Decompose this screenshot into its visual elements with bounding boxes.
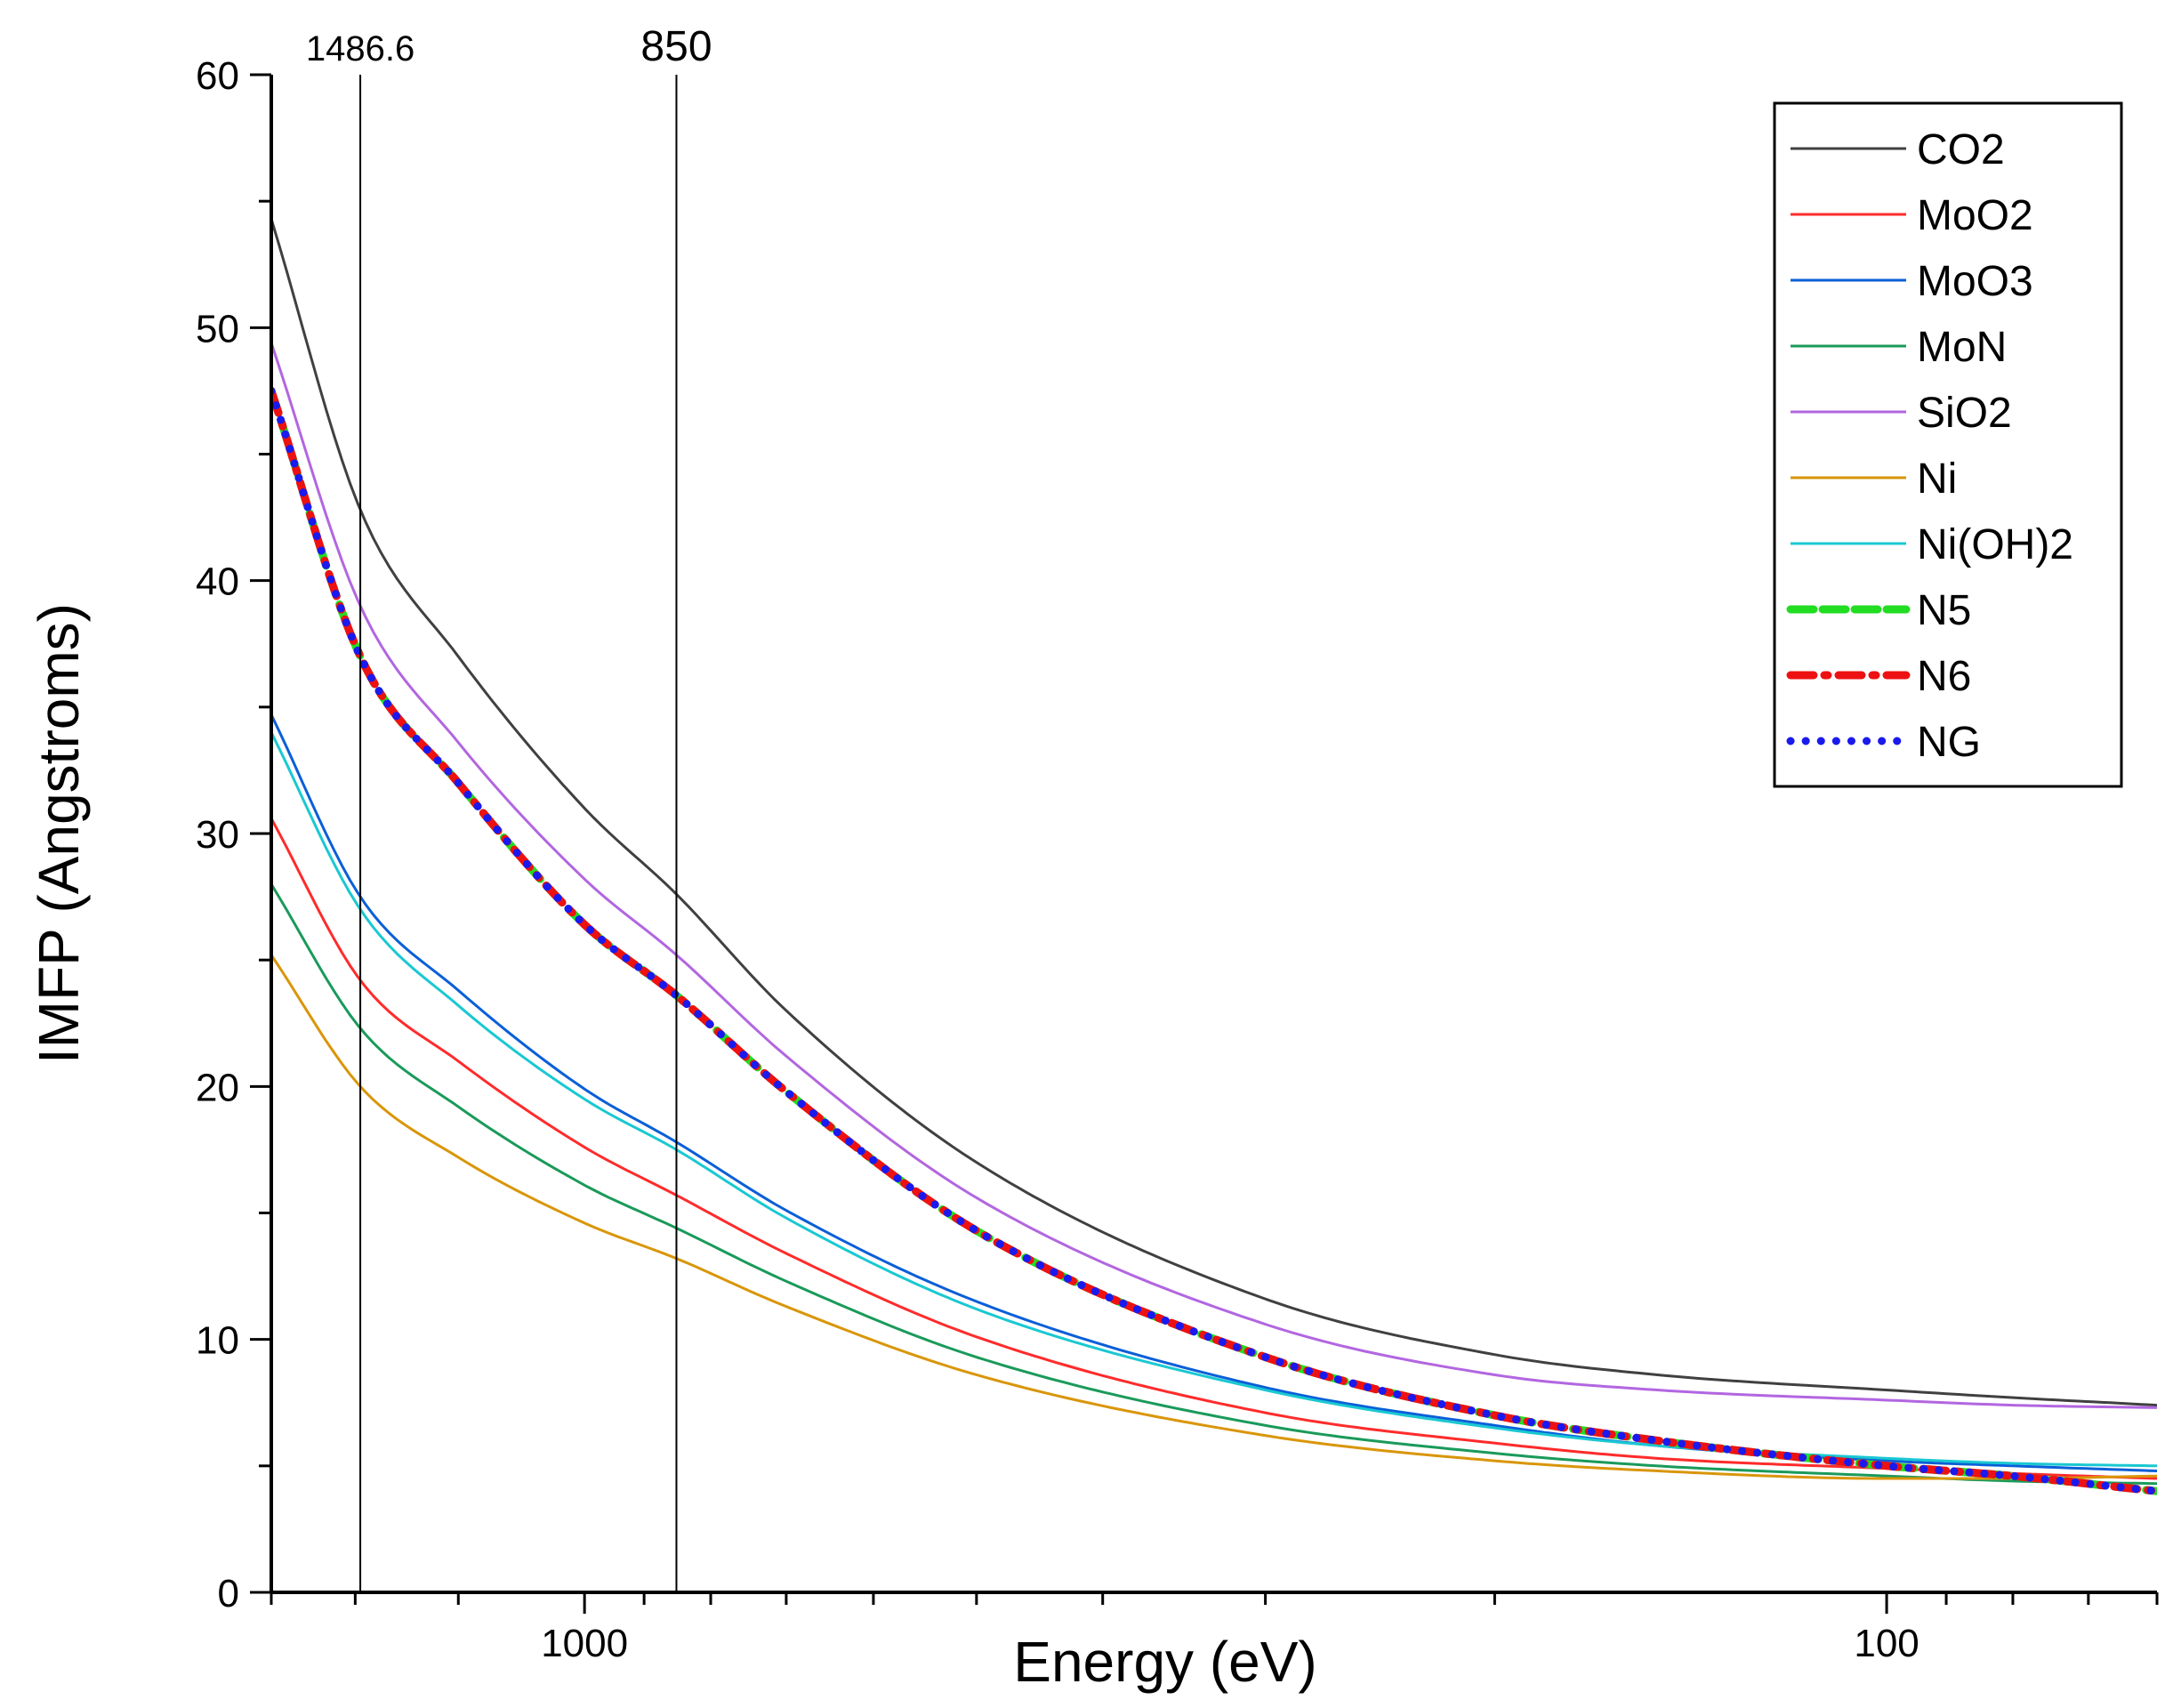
x-axis-title: Energy (eV) xyxy=(1013,1630,1316,1694)
legend-label-ni: Ni xyxy=(1917,455,1957,503)
legend-label-moo3: MoO3 xyxy=(1917,258,2033,305)
y-tick-label-60: 60 xyxy=(196,54,239,98)
legend-label-ni-oh-2: Ni(OH)2 xyxy=(1917,521,2073,568)
reference-lines-layer: 1486.6 850 xyxy=(306,23,712,1592)
reference-line-label-1: 1486.6 xyxy=(306,29,414,68)
reference-line-label-2: 850 xyxy=(640,23,712,70)
series-layer xyxy=(271,218,2157,1495)
series-line-n6 xyxy=(271,386,2157,1495)
legend-label-ng: NG xyxy=(1917,719,1981,766)
series-line-sio2 xyxy=(271,342,2157,1409)
y-tick-label-0: 0 xyxy=(218,1572,239,1615)
series-line-ni xyxy=(271,954,2157,1480)
x-tick-label-1000: 1000 xyxy=(541,1622,628,1665)
series-line-co2 xyxy=(271,218,2157,1407)
y-tick-label-30: 30 xyxy=(196,813,239,857)
y-axis-title: IMFP (Angstroms) xyxy=(27,603,91,1064)
axes-layer: 0 10 20 30 40 50 60 1000 100 Energy (eV) IMFP (Ang… xyxy=(27,54,2159,1694)
legend-label-mon: MoN xyxy=(1917,324,2007,371)
series-line-mon xyxy=(271,883,2157,1486)
legend-label-moo2: MoO2 xyxy=(1917,192,2033,239)
legend-label-co2: CO2 xyxy=(1917,126,2005,173)
series-line-ni-oh-2 xyxy=(271,731,2157,1468)
legend-label-n5: N5 xyxy=(1917,587,1971,634)
y-tick-label-40: 40 xyxy=(196,560,239,604)
y-tick-label-20: 20 xyxy=(196,1066,239,1109)
y-tick-label-10: 10 xyxy=(196,1319,239,1363)
series-line-moo3 xyxy=(271,713,2157,1472)
legend: CO2 MoO2 MoO3 MoN SiO2 Ni Ni(OH)2 N5 N6 NG xyxy=(1773,101,2123,788)
x-tick-label-100: 100 xyxy=(1854,1622,1919,1665)
y-tick-label-50: 50 xyxy=(196,307,239,350)
legend-box xyxy=(1773,101,2123,788)
legend-label-n6: N6 xyxy=(1917,653,1971,700)
legend-label-sio2: SiO2 xyxy=(1917,390,2012,437)
series-line-moo2 xyxy=(271,818,2157,1480)
